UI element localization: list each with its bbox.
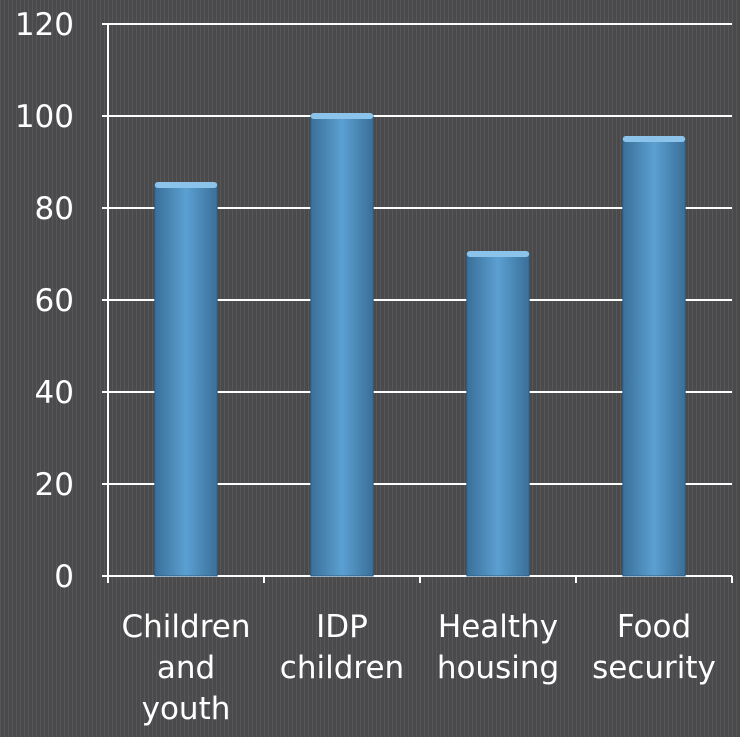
- bars: [154, 113, 686, 577]
- x-category-label: youth: [142, 691, 231, 727]
- x-category-label: Food: [617, 609, 691, 645]
- x-category-label: Healthy: [438, 609, 558, 645]
- y-tick-label: 100: [15, 99, 74, 135]
- bar: [310, 115, 374, 577]
- x-category-label: security: [592, 650, 716, 686]
- x-category-label: Children: [122, 609, 251, 645]
- x-category-label: children: [280, 650, 404, 686]
- bar: [466, 253, 530, 577]
- bar: [154, 184, 218, 577]
- y-tick-label: 120: [15, 7, 74, 43]
- y-tick-label: 20: [35, 467, 74, 503]
- x-category-label: IDP: [316, 609, 368, 645]
- x-axis-category-labels: Children and youth IDP children Healthy housin…: [122, 609, 716, 727]
- bar-cap: [622, 136, 686, 142]
- y-axis-tick-labels: 0 20 40 60 80 100 120: [15, 7, 74, 595]
- bar: [622, 138, 686, 577]
- y-tick-label: 60: [35, 283, 74, 319]
- bar-cap: [154, 182, 218, 188]
- y-tick-label: 40: [35, 375, 74, 411]
- y-tick-label: 0: [54, 559, 74, 595]
- bar-cap: [310, 113, 374, 119]
- x-category-label: housing: [437, 650, 559, 686]
- bar-cap: [466, 251, 530, 257]
- y-tick-label: 80: [35, 191, 74, 227]
- x-category-label: and: [157, 650, 215, 686]
